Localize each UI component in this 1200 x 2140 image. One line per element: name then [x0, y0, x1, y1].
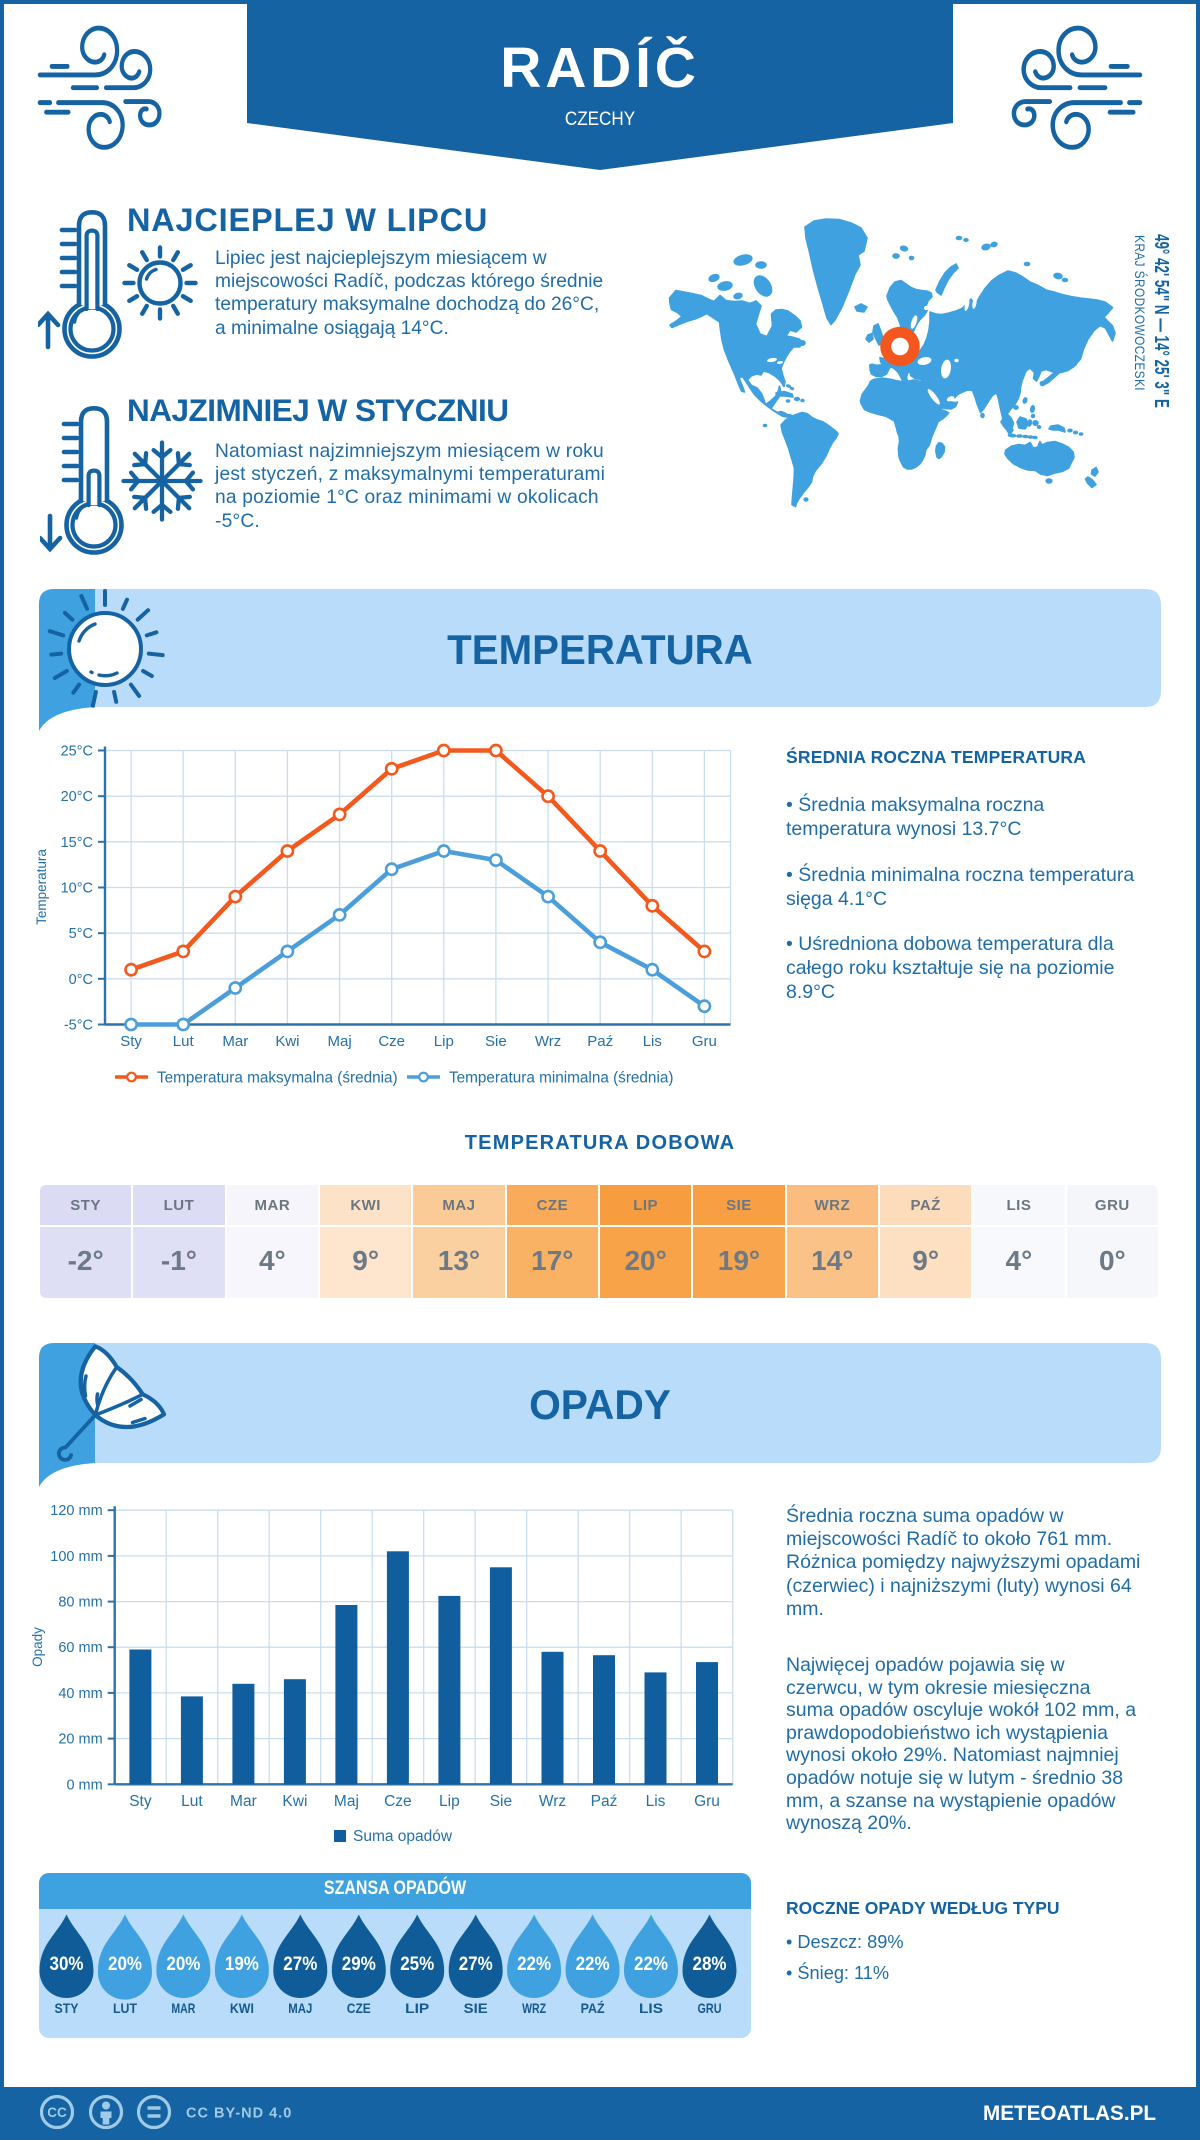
svg-text:PAŹ: PAŹ — [581, 2000, 605, 2016]
svg-text:20 mm: 20 mm — [58, 1732, 102, 1748]
svg-text:28%: 28% — [693, 1953, 727, 1975]
svg-text:60 mm: 60 mm — [58, 1640, 102, 1656]
svg-text:25%: 25% — [400, 1953, 434, 1975]
svg-text:Temperatura maksymalna (średni: Temperatura maksymalna (średnia) — [157, 1070, 398, 1087]
svg-text:KWI: KWI — [230, 2000, 254, 2016]
svg-text:LIS: LIS — [639, 2000, 663, 2016]
svg-text:STY: STY — [55, 2000, 80, 2016]
svg-text:20°C: 20°C — [61, 789, 93, 805]
svg-text:22%: 22% — [576, 1953, 610, 1975]
svg-text:120 mm: 120 mm — [50, 1503, 102, 1519]
svg-text:27%: 27% — [459, 1953, 493, 1975]
svg-text:29%: 29% — [342, 1953, 376, 1975]
svg-text:Cze: Cze — [378, 1033, 405, 1050]
svg-text:Temperatura minimalna (średnia: Temperatura minimalna (średnia) — [449, 1070, 673, 1087]
svg-text:100 mm: 100 mm — [50, 1549, 102, 1565]
svg-text:WRZ: WRZ — [522, 2000, 546, 2016]
svg-text:MAR: MAR — [171, 2000, 195, 2016]
svg-text:CZE: CZE — [347, 2000, 371, 2016]
svg-text:SIE: SIE — [464, 2000, 488, 2016]
svg-text:Cze: Cze — [384, 1793, 412, 1810]
svg-text:Sty: Sty — [129, 1793, 152, 1810]
svg-text:30%: 30% — [50, 1953, 84, 1975]
svg-text:15°C: 15°C — [61, 835, 93, 851]
svg-text:Mar: Mar — [222, 1033, 248, 1050]
svg-text:Temperatura: Temperatura — [34, 849, 49, 925]
svg-text:22%: 22% — [517, 1953, 551, 1975]
svg-text:27%: 27% — [283, 1953, 317, 1975]
svg-text:Lut: Lut — [173, 1033, 195, 1050]
svg-text:40 mm: 40 mm — [58, 1686, 102, 1702]
svg-text:10°C: 10°C — [61, 881, 93, 897]
svg-text:Lip: Lip — [434, 1033, 454, 1050]
svg-text:Wrz: Wrz — [539, 1793, 566, 1810]
svg-text:80 mm: 80 mm — [58, 1595, 102, 1611]
svg-text:0 mm: 0 mm — [66, 1777, 102, 1793]
svg-text:MAJ: MAJ — [288, 2000, 312, 2016]
svg-text:LIP: LIP — [405, 2000, 429, 2016]
svg-text:Kwi: Kwi — [275, 1033, 299, 1050]
svg-text:Gru: Gru — [694, 1793, 720, 1810]
svg-text:Kwi: Kwi — [282, 1793, 307, 1810]
svg-text:5°C: 5°C — [69, 926, 93, 942]
svg-text:Maj: Maj — [328, 1033, 352, 1050]
svg-text:LUT: LUT — [113, 2000, 137, 2016]
svg-text:19%: 19% — [225, 1953, 259, 1975]
svg-text:Wrz: Wrz — [535, 1033, 561, 1050]
svg-text:Lip: Lip — [439, 1793, 460, 1810]
svg-text:Suma opadów: Suma opadów — [353, 1828, 453, 1845]
svg-text:GRU: GRU — [698, 2000, 722, 2016]
svg-text:CC: CC — [47, 2105, 67, 2120]
svg-text:Sie: Sie — [485, 1033, 507, 1050]
svg-text:20%: 20% — [108, 1953, 142, 1975]
svg-text:Opady: Opady — [30, 1627, 45, 1667]
svg-text:Paź: Paź — [587, 1033, 613, 1050]
svg-text:Lut: Lut — [181, 1793, 203, 1810]
svg-text:Sty: Sty — [120, 1033, 142, 1050]
svg-text:Maj: Maj — [334, 1793, 359, 1810]
svg-text:Paź: Paź — [591, 1793, 618, 1810]
svg-text:METEOATLAS.PL: METEOATLAS.PL — [983, 2101, 1156, 2125]
svg-text:Sie: Sie — [490, 1793, 512, 1810]
svg-text:CC BY-ND 4.0: CC BY-ND 4.0 — [186, 2106, 292, 2122]
svg-text:Lis: Lis — [646, 1793, 666, 1810]
svg-text:20%: 20% — [166, 1953, 200, 1975]
svg-text:22%: 22% — [634, 1953, 668, 1975]
svg-text:-5°C: -5°C — [64, 1018, 93, 1034]
svg-text:0°C: 0°C — [69, 972, 93, 988]
svg-text:25°C: 25°C — [61, 744, 93, 760]
svg-text:Gru: Gru — [692, 1033, 717, 1050]
svg-text:Lis: Lis — [643, 1033, 662, 1050]
svg-text:Mar: Mar — [230, 1793, 257, 1810]
